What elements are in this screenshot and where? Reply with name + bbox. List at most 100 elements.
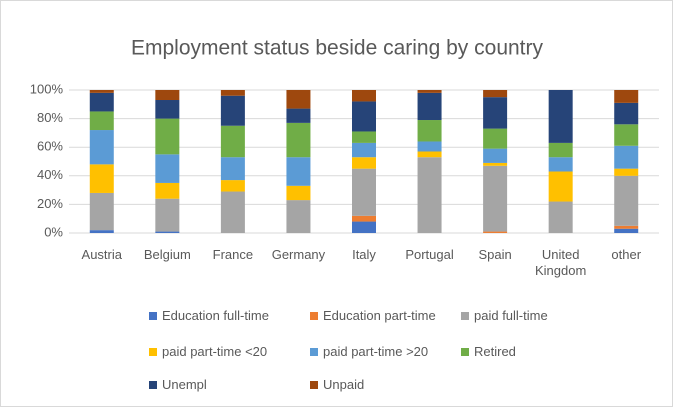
bar-segment [614,168,639,176]
legend-label: paid part-time <20 [162,344,268,359]
bar-segment [89,90,114,93]
legend-label: Education full-time [162,308,269,323]
bar-segment [155,154,180,183]
bar-segment [614,102,639,125]
bar-segment [220,157,245,181]
bar-segment [155,100,180,119]
bar-segment [352,168,376,216]
y-tick-label: 80% [37,110,63,125]
bar-segment [417,92,442,121]
legend-item: Education full-time [149,309,269,323]
legend-label: Education part-time [323,308,436,323]
bar-segment [614,90,639,103]
bar-segment [614,228,639,233]
bar-segment [220,180,245,192]
legend-item: Unpaid [310,378,364,392]
bar-segment [89,164,114,193]
x-tick-label: other [611,247,642,262]
bar-segment [548,201,573,233]
bar-segment [352,131,376,143]
bar-segment [89,192,114,231]
bar-segment [352,221,376,233]
bar-segment [483,128,508,149]
legend-label: Unempl [162,377,207,392]
bar-segment [548,90,573,143]
chart-title: Employment status beside caring by count… [131,37,544,60]
bar-segment [548,171,573,202]
bar-segment [155,118,180,155]
y-tick-label: 100% [30,81,64,96]
bar-segment [286,185,311,201]
y-tick-label: 40% [37,167,63,182]
legend-swatch [310,381,318,389]
y-tick-label: 0% [44,224,63,239]
bar-segment [155,182,180,199]
y-tick-label: 20% [37,196,63,211]
x-tick-label: Portugal [405,247,454,262]
x-tick-label: Austria [81,247,122,262]
bar-segment [89,230,114,233]
bar-segment [220,90,245,96]
legend-swatch [149,348,157,356]
bar-segment [352,101,376,132]
legend-item: paid part-time >20 [310,345,428,359]
bar-segment [352,90,376,102]
bar-segment [417,120,442,142]
bar-segment [155,90,180,101]
bar-segment [286,157,311,186]
legend-label: paid full-time [474,308,548,323]
bar-segment [614,145,639,169]
bar-segment [483,162,508,166]
bar-segment [220,125,245,158]
legend-label: Retired [474,344,516,359]
x-tick-label: Belgium [143,247,191,262]
bar-segment [286,200,311,233]
x-tick-label: France [212,247,254,262]
legend-item: Unempl [149,378,207,392]
bar-segment [155,198,180,232]
bar-segment [483,148,508,163]
x-tick-label: United Kingdom [535,247,587,278]
bar-segment [89,130,114,165]
x-tick-label: Spain [478,247,512,262]
bar-segment [417,90,442,93]
bar-segment [220,95,245,126]
bar-segment [614,124,639,146]
bar-segment [483,165,508,232]
bar-segment [417,141,442,152]
bar-segment [483,90,508,98]
legend-swatch [461,348,469,356]
x-tick-label: Germany [271,247,326,262]
bar-segment [483,97,508,129]
legend-swatch [149,312,157,320]
legend-item: Education part-time [310,309,436,323]
legend-item: Retired [461,345,516,359]
legend-item: paid full-time [461,309,548,323]
bar-segment [220,191,245,233]
legend-item: paid part-time <20 [149,345,267,359]
bar-segment [417,151,442,158]
bar-segment [352,157,376,169]
bar-segment [483,231,508,233]
legend-swatch [310,312,318,320]
bar-segment [155,231,180,233]
bar-segment [286,108,311,123]
bar-segment [286,122,311,158]
legend-swatch [461,312,469,320]
bar-segment [417,157,442,233]
bar-segment [89,111,114,131]
legend-swatch [310,348,318,356]
bar-segment [548,142,573,158]
bar-segment [352,142,376,158]
bar-segment [286,90,311,109]
bar-segment [548,157,573,172]
x-tick-label: Italy [352,247,376,262]
legend-label: Unpaid [323,377,365,392]
legend-swatch [149,381,157,389]
bar-segment [352,215,376,222]
legend-label: paid part-time >20 [323,344,429,359]
y-tick-label: 60% [37,139,63,154]
bar-segment [89,92,114,112]
